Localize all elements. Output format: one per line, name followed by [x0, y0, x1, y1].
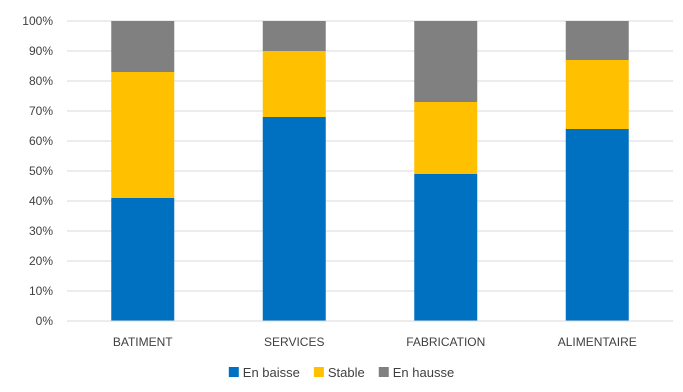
y-tick-label: 80%: [29, 74, 53, 88]
y-tick-label: 30%: [29, 224, 53, 238]
legend-swatch: [228, 367, 239, 377]
y-tick-label: 100%: [22, 14, 53, 28]
legend-label: En hausse: [393, 365, 454, 380]
legend-swatch: [378, 367, 389, 377]
y-tick-label: 20%: [29, 254, 53, 268]
bar-segment-stable: [111, 72, 175, 198]
x-category-label: FABRICATION: [406, 335, 485, 349]
legend-label: Stable: [328, 365, 365, 380]
bars: [111, 21, 629, 321]
bar-segment-stable: [262, 51, 326, 117]
x-category-label: SERVICES: [264, 335, 324, 349]
y-tick-label: 40%: [29, 194, 53, 208]
y-tick-label: 60%: [29, 134, 53, 148]
x-axis: BATIMENT SERVICES FABRICATION ALIMENTAIRE: [67, 320, 673, 349]
bar-segment-en-hausse: [262, 21, 326, 51]
bar-segment-en-hausse: [565, 21, 629, 60]
bar-segment-en-hausse: [414, 21, 478, 102]
legend-label: En baisse: [243, 365, 300, 380]
bar-segment-en-baisse: [111, 198, 175, 321]
y-tick-label: 70%: [29, 104, 53, 118]
bar-segment-en-baisse: [414, 174, 478, 321]
legend-swatch: [313, 367, 324, 377]
y-tick-label: 90%: [29, 44, 53, 58]
bar-segment-en-hausse: [111, 21, 175, 72]
bar-segment-stable: [565, 60, 629, 129]
y-axis: 0% 10% 20% 30% 40% 50% 60% 70% 80% 90% 100%: [22, 14, 53, 328]
x-category-label: BATIMENT: [113, 335, 173, 349]
y-tick-label: 50%: [29, 164, 53, 178]
bar-segment-en-baisse: [565, 129, 629, 321]
x-category-label: ALIMENTAIRE: [558, 335, 637, 349]
legend: En baisse Stable En hausse: [228, 365, 454, 380]
bar-segment-en-baisse: [262, 117, 326, 321]
y-tick-label: 10%: [29, 284, 53, 298]
y-tick-label: 0%: [36, 314, 54, 328]
bar-segment-stable: [414, 102, 478, 174]
